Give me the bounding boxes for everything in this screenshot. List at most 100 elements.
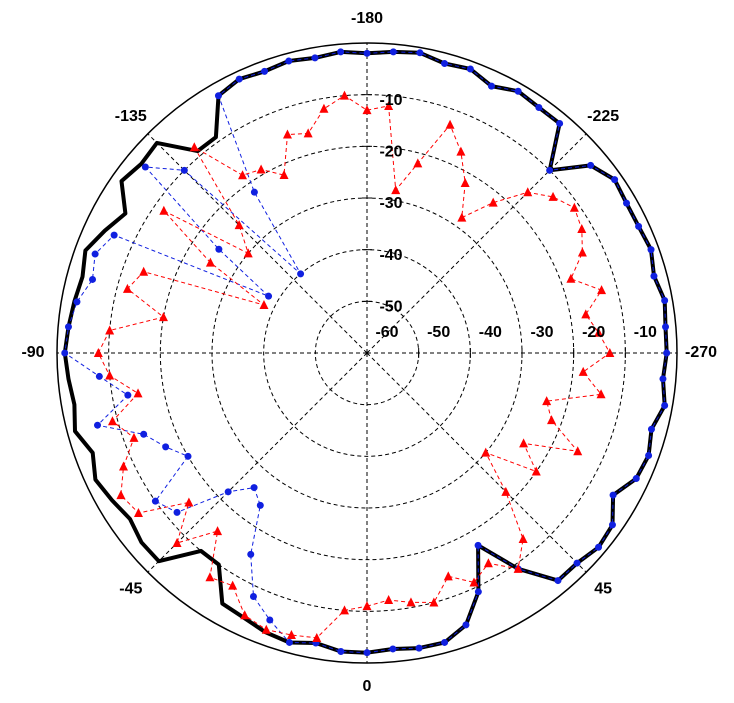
data-point-triangle <box>205 572 215 582</box>
data-point-triangle <box>546 415 556 425</box>
data-point-circle <box>247 550 255 558</box>
data-point-triangle <box>339 90 349 100</box>
data-point-triangle <box>581 309 591 319</box>
data-point-circle <box>64 323 72 331</box>
theta-label: -225 <box>587 108 619 125</box>
data-point-triangle <box>139 266 149 276</box>
data-point-triangle <box>339 605 349 615</box>
data-point-circle <box>124 391 132 399</box>
data-point-triangle <box>456 146 466 156</box>
data-point-circle <box>645 451 653 459</box>
data-point-circle <box>415 644 423 652</box>
data-point-triangle <box>605 348 615 357</box>
data-point-triangle <box>523 187 533 197</box>
data-point-triangle <box>483 558 493 568</box>
series-blue <box>61 48 671 657</box>
data-point-circle <box>474 588 482 596</box>
data-point-circle <box>91 250 99 258</box>
data-point-triangle <box>501 486 511 496</box>
data-point-triangle <box>279 170 289 180</box>
data-point-triangle <box>122 283 132 293</box>
data-point-triangle <box>243 248 253 258</box>
data-point-circle <box>635 222 643 230</box>
data-point-circle <box>184 452 192 460</box>
axis-ticks <box>362 94 626 358</box>
data-point-circle <box>363 649 371 657</box>
data-point-triangle <box>105 325 115 335</box>
data-point-triangle <box>413 158 423 168</box>
data-point-circle <box>285 57 293 65</box>
data-point-triangle <box>445 119 455 129</box>
data-point-triangle <box>577 224 587 233</box>
theta-label: -270 <box>685 344 717 361</box>
data-point-triangle <box>234 220 244 230</box>
data-point-circle <box>141 163 149 171</box>
data-point-circle <box>261 67 269 75</box>
data-point-triangle <box>569 202 579 212</box>
data-point-circle <box>162 443 170 451</box>
data-point-triangle <box>282 129 292 139</box>
grid-spoke <box>147 133 368 354</box>
data-point-triangle <box>384 100 394 110</box>
data-point-circle <box>297 270 305 278</box>
data-point-triangle <box>518 534 528 544</box>
data-point-circle <box>224 488 232 496</box>
data-point-circle <box>250 484 258 492</box>
theta-label: 0 <box>363 678 372 695</box>
theta-label: -45 <box>119 580 142 597</box>
data-point-triangle <box>158 312 168 322</box>
data-point-triangle <box>319 103 329 113</box>
data-point-triangle <box>256 164 266 174</box>
data-point-triangle <box>488 197 498 207</box>
data-point-circle <box>256 501 264 509</box>
data-point-circle <box>214 92 222 100</box>
data-point-triangle <box>133 508 143 518</box>
theta-label: -135 <box>115 108 147 125</box>
data-point-triangle <box>105 370 115 380</box>
data-point-circle <box>337 648 345 656</box>
data-point-circle <box>249 592 257 600</box>
data-point-triangle <box>481 447 491 457</box>
grid-spoke <box>366 352 587 573</box>
data-point-triangle <box>129 432 139 442</box>
data-point-triangle <box>303 128 313 138</box>
data-point-circle <box>650 272 658 280</box>
radial-label-horizontal: -60 <box>375 324 398 341</box>
data-point-circle <box>94 421 102 429</box>
data-point-triangle <box>228 580 238 590</box>
data-point-triangle <box>384 595 394 605</box>
data-point-circle <box>61 349 69 357</box>
data-point-circle <box>311 54 319 62</box>
data-point-circle <box>632 475 640 483</box>
data-point-triangle <box>184 497 194 507</box>
series-layer <box>61 48 671 657</box>
data-point-triangle <box>457 212 467 222</box>
data-point-triangle <box>391 185 401 195</box>
radial-label-vertical: -40 <box>379 247 402 264</box>
data-point-triangle <box>594 327 604 337</box>
data-point-circle <box>487 82 495 90</box>
data-point-circle <box>151 497 159 505</box>
data-point-circle <box>462 621 470 629</box>
data-point-triangle <box>577 247 587 257</box>
data-point-triangle <box>443 571 453 581</box>
data-point-triangle <box>469 577 479 587</box>
data-point-circle <box>647 425 655 433</box>
data-point-triangle <box>238 170 248 180</box>
data-point-triangle <box>259 299 269 309</box>
data-point-circle <box>265 292 273 300</box>
data-point-circle <box>466 65 474 73</box>
data-point-triangle <box>286 629 296 639</box>
data-point-circle <box>266 616 274 624</box>
data-point-triangle <box>542 396 552 406</box>
tick-labels: 0 45 -270 -225 -180 -135 -90 -45 -10 -20 -30 -40 -50… <box>21 10 717 695</box>
data-point-circle <box>662 323 670 331</box>
theta-label: -90 <box>21 344 44 361</box>
data-point-circle <box>556 119 564 127</box>
data-point-circle <box>663 349 671 357</box>
radial-label-horizontal: -20 <box>582 324 605 341</box>
data-point-triangle <box>460 177 470 187</box>
data-point-triangle <box>133 388 143 398</box>
data-point-triangle <box>596 389 606 399</box>
data-point-triangle <box>116 490 126 500</box>
